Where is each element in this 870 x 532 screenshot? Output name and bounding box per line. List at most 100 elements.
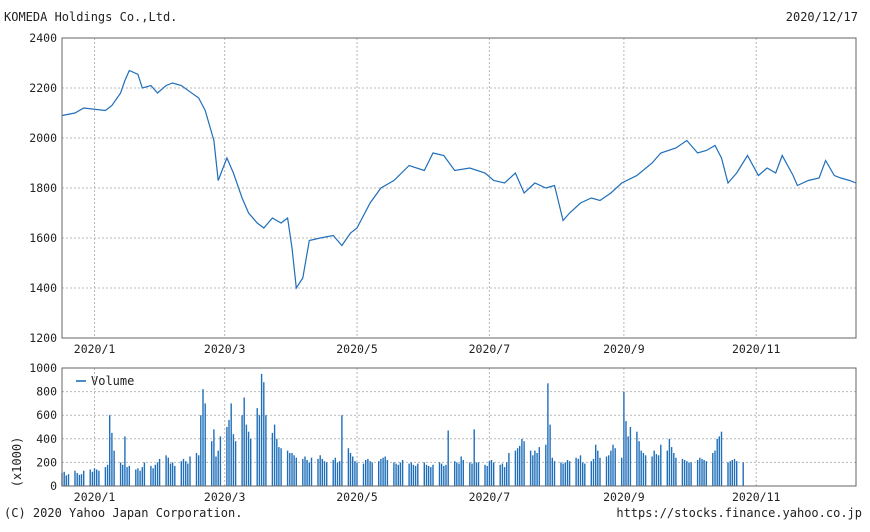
chart-date: 2020/12/17 — [786, 10, 858, 24]
volume-bar — [471, 463, 473, 486]
volume-bar — [562, 463, 564, 486]
volume-bar — [158, 458, 161, 486]
volume-y-tick-label: 600 — [36, 408, 57, 422]
volume-bar — [139, 470, 141, 486]
volume-bar — [438, 462, 441, 486]
volume-bar — [195, 453, 198, 486]
volume-bar — [473, 429, 475, 486]
volume-bar — [141, 467, 143, 486]
volume-bar — [499, 464, 501, 486]
volume-bar — [712, 453, 714, 486]
source-link[interactable]: https://stocks.finance.yahoo.co.jp — [616, 506, 862, 520]
volume-bar — [393, 462, 395, 486]
volume-bar — [488, 461, 491, 486]
volume-bar — [566, 460, 569, 486]
volume-bar — [660, 444, 662, 486]
company-name: KOMEDA Holdings Co.,Ltd. — [4, 10, 177, 24]
volume-bar — [417, 463, 419, 486]
volume-bar — [367, 458, 369, 486]
price-x-axis: 2020/1 2020/3 2020/5 2020/7 2020/9 2020/11 — [74, 342, 781, 356]
volume-y-tick-label: 0 — [50, 479, 57, 493]
volume-x-axis: 2020/1 2020/3 2020/5 2020/7 2020/9 2020/11 — [74, 490, 781, 504]
volume-bar — [213, 429, 215, 486]
volume-bar — [113, 450, 115, 486]
volume-bar — [579, 455, 582, 486]
volume-bar — [425, 464, 428, 486]
volume-bar — [286, 450, 289, 486]
volume-bar — [584, 463, 586, 486]
volume-bar — [508, 453, 510, 486]
volume-bar — [241, 415, 243, 486]
volume-bar — [211, 441, 213, 486]
volume-bar — [475, 462, 478, 486]
volume-x-tick-label: 2020/1 — [74, 490, 116, 504]
volume-bar — [621, 457, 623, 486]
volume-bar — [93, 468, 96, 486]
price-y-axis: 1200 1400 1600 1800 2000 2200 2400 — [29, 31, 57, 345]
price-y-tick-label: 1800 — [29, 181, 57, 195]
volume-bar — [668, 438, 671, 486]
volume-x-tick-label: 2020/7 — [469, 490, 511, 504]
volume-bar — [503, 467, 506, 486]
volume-bar — [187, 463, 189, 486]
volume-bar — [731, 460, 733, 486]
volume-bar — [217, 450, 219, 486]
volume-bar — [258, 415, 261, 486]
volume-bar — [334, 457, 336, 486]
volume-bar — [273, 424, 276, 486]
volume-bar — [308, 462, 310, 486]
volume-bar — [683, 460, 686, 486]
volume-bar — [742, 462, 744, 486]
volume-bar — [564, 462, 566, 486]
volume-bar — [317, 458, 319, 486]
volume-bar — [545, 444, 547, 486]
volume-bar — [653, 450, 655, 486]
volume-bar — [234, 441, 237, 486]
volume-bar — [614, 448, 616, 486]
volume-bar — [156, 462, 159, 486]
volume-bar — [295, 457, 297, 486]
volume-bar — [354, 461, 356, 486]
volume-bar — [408, 463, 410, 486]
volume-bar — [263, 382, 265, 486]
volume-bar — [627, 436, 629, 486]
price-x-tick-label: 2020/1 — [74, 342, 116, 356]
price-x-tick-label: 2020/3 — [204, 342, 246, 356]
legend-label: Volume — [91, 374, 134, 388]
volume-legend: Volume — [76, 374, 134, 388]
volume-bar — [382, 457, 384, 486]
volume-bar — [640, 450, 642, 486]
volume-bar — [143, 462, 146, 486]
volume-y-tick-label: 1000 — [29, 361, 57, 375]
volume-bar — [690, 462, 692, 486]
volume-bar — [321, 458, 323, 486]
volume-bar — [109, 415, 111, 486]
volume-bar — [714, 450, 716, 486]
volume-bar — [655, 454, 658, 486]
volume-bar — [720, 431, 723, 486]
price-line — [61, 69, 857, 290]
volume-bar — [696, 460, 699, 486]
volume-bar — [304, 456, 306, 486]
volume-bar — [167, 457, 169, 486]
volume-bar — [169, 463, 172, 486]
volume-x-tick-label: 2020/3 — [204, 490, 246, 504]
volume-bar — [642, 453, 645, 486]
volume-grid — [62, 368, 856, 486]
volume-bar — [412, 464, 415, 486]
volume-bar — [523, 441, 525, 486]
price-y-tick-label: 2400 — [29, 31, 57, 45]
volume-bar — [185, 461, 187, 486]
volume-bar — [245, 424, 248, 486]
volume-bar — [104, 467, 107, 486]
volume-bar — [323, 461, 326, 486]
volume-bar — [278, 447, 280, 486]
volume-bar — [423, 462, 425, 486]
volume-bar — [319, 455, 321, 486]
volume-bar — [493, 462, 495, 486]
volume-bar — [276, 438, 278, 486]
volume-y-axis: 0 200 400 600 800 1000 — [29, 361, 57, 493]
volume-bar — [352, 456, 354, 486]
volume-bar — [445, 464, 447, 486]
